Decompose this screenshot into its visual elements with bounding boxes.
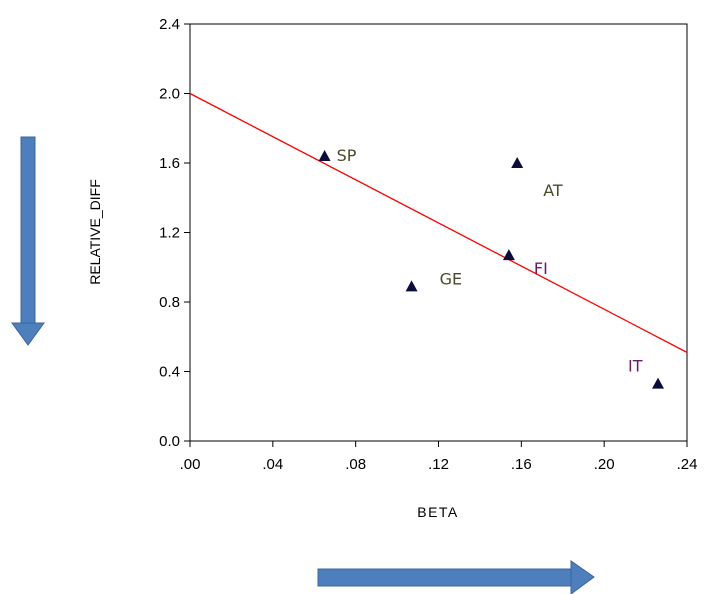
y-tick-label: 1.2: [159, 225, 180, 242]
right-arrow-head: [570, 560, 595, 594]
down-arrow-shaft: [20, 136, 36, 326]
y-tick-label: 0.4: [159, 364, 180, 381]
point-marker-ge: [405, 280, 418, 292]
point-label-fi: FI: [534, 259, 548, 278]
x-axis: .00 .04 .08 .12 .16 .20 .24: [180, 441, 698, 473]
y-axis: 0.0 0.4 0.8 1.2 1.6 2.0 2.4: [159, 16, 190, 450]
plot-frame: [189, 23, 688, 442]
y-tick-label: 0.8: [159, 294, 180, 311]
down-arrow-head: [11, 322, 45, 346]
x-axis-label: BETA: [417, 504, 459, 520]
x-tick-label: .12: [428, 456, 449, 473]
x-tick-label: .04: [262, 456, 283, 473]
x-tick-label: .20: [594, 456, 615, 473]
down-arrow-icon: [11, 136, 45, 346]
data-points: SP AT FI GE IT: [318, 146, 665, 389]
point-marker-sp: [318, 150, 331, 162]
x-tick-label: .00: [180, 456, 201, 473]
point-marker-it: [652, 377, 665, 389]
y-tick-label: 2.0: [159, 86, 180, 103]
x-tick-label: .16: [511, 456, 532, 473]
point-label-it: IT: [628, 357, 643, 376]
y-tick-label: 0.0: [159, 433, 180, 450]
point-label-at: AT: [543, 181, 563, 200]
point-label-sp: SP: [337, 146, 357, 165]
point-marker-at: [511, 157, 524, 168]
y-tick-label: 1.6: [159, 155, 180, 172]
y-tick-label: 2.4: [159, 16, 180, 33]
x-tick-label: .24: [677, 456, 698, 473]
point-label-ge: GE: [440, 269, 463, 288]
right-arrow-shaft: [317, 568, 574, 587]
right-arrow-icon: [317, 560, 595, 594]
y-axis-label: RELATIVE_DIFF: [87, 179, 103, 285]
x-tick-label: .08: [345, 456, 366, 473]
point-marker-fi: [502, 249, 515, 261]
regression-line: [189, 92, 688, 353]
